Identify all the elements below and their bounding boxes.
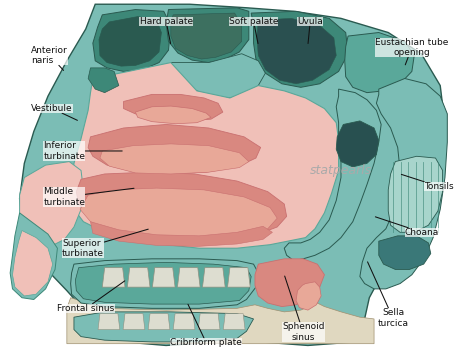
Text: Frontal sinus: Frontal sinus [57,281,125,313]
Polygon shape [198,313,220,329]
Polygon shape [91,222,273,246]
Polygon shape [251,11,348,87]
Polygon shape [284,89,381,261]
Polygon shape [388,156,443,232]
Polygon shape [123,313,145,329]
Polygon shape [99,17,161,66]
Text: Vestibule: Vestibule [31,104,77,120]
Text: Anterior
naris: Anterior naris [31,46,68,70]
Text: Cribriform plate: Cribriform plate [170,304,242,348]
Polygon shape [345,33,414,93]
Polygon shape [12,230,53,296]
Polygon shape [19,4,445,345]
Polygon shape [255,259,324,307]
Text: Sella
turcica: Sella turcica [367,262,409,328]
Polygon shape [67,298,374,344]
Polygon shape [76,172,287,240]
Polygon shape [88,125,261,174]
Polygon shape [88,68,119,93]
Polygon shape [177,268,200,287]
Text: Middle
turbinate: Middle turbinate [43,187,134,207]
Polygon shape [10,213,57,300]
Polygon shape [74,312,254,342]
Polygon shape [173,313,195,329]
Polygon shape [379,236,431,269]
Polygon shape [153,268,175,287]
Polygon shape [136,106,211,124]
Polygon shape [72,62,338,248]
Polygon shape [128,268,150,287]
Text: Inferior
turbinate: Inferior turbinate [43,141,122,161]
Text: Sphenoid
sinus: Sphenoid sinus [282,276,324,342]
Polygon shape [360,78,447,289]
Text: Soft palate: Soft palate [229,17,278,44]
Polygon shape [336,121,379,167]
Text: Eustachian tube
opening: Eustachian tube opening [375,38,448,65]
Text: Superior
turbinate: Superior turbinate [62,229,148,258]
Polygon shape [223,313,245,329]
Polygon shape [228,268,250,287]
Text: Tonsils: Tonsils [401,174,453,191]
Polygon shape [202,268,225,287]
Polygon shape [257,18,336,84]
Polygon shape [75,262,251,304]
Polygon shape [102,268,125,287]
Polygon shape [148,313,170,329]
Polygon shape [100,144,249,174]
Text: Hard palate: Hard palate [139,17,192,44]
Polygon shape [296,282,321,310]
Polygon shape [93,10,171,71]
Text: statpearls: statpearls [310,164,372,177]
Text: Uvula: Uvula [297,17,323,44]
Polygon shape [98,313,120,329]
Text: Choana: Choana [375,217,439,237]
Polygon shape [171,13,242,59]
Polygon shape [80,188,277,241]
Polygon shape [71,259,258,308]
Polygon shape [171,54,265,98]
Polygon shape [124,94,223,121]
Polygon shape [19,162,83,246]
Polygon shape [166,8,249,62]
